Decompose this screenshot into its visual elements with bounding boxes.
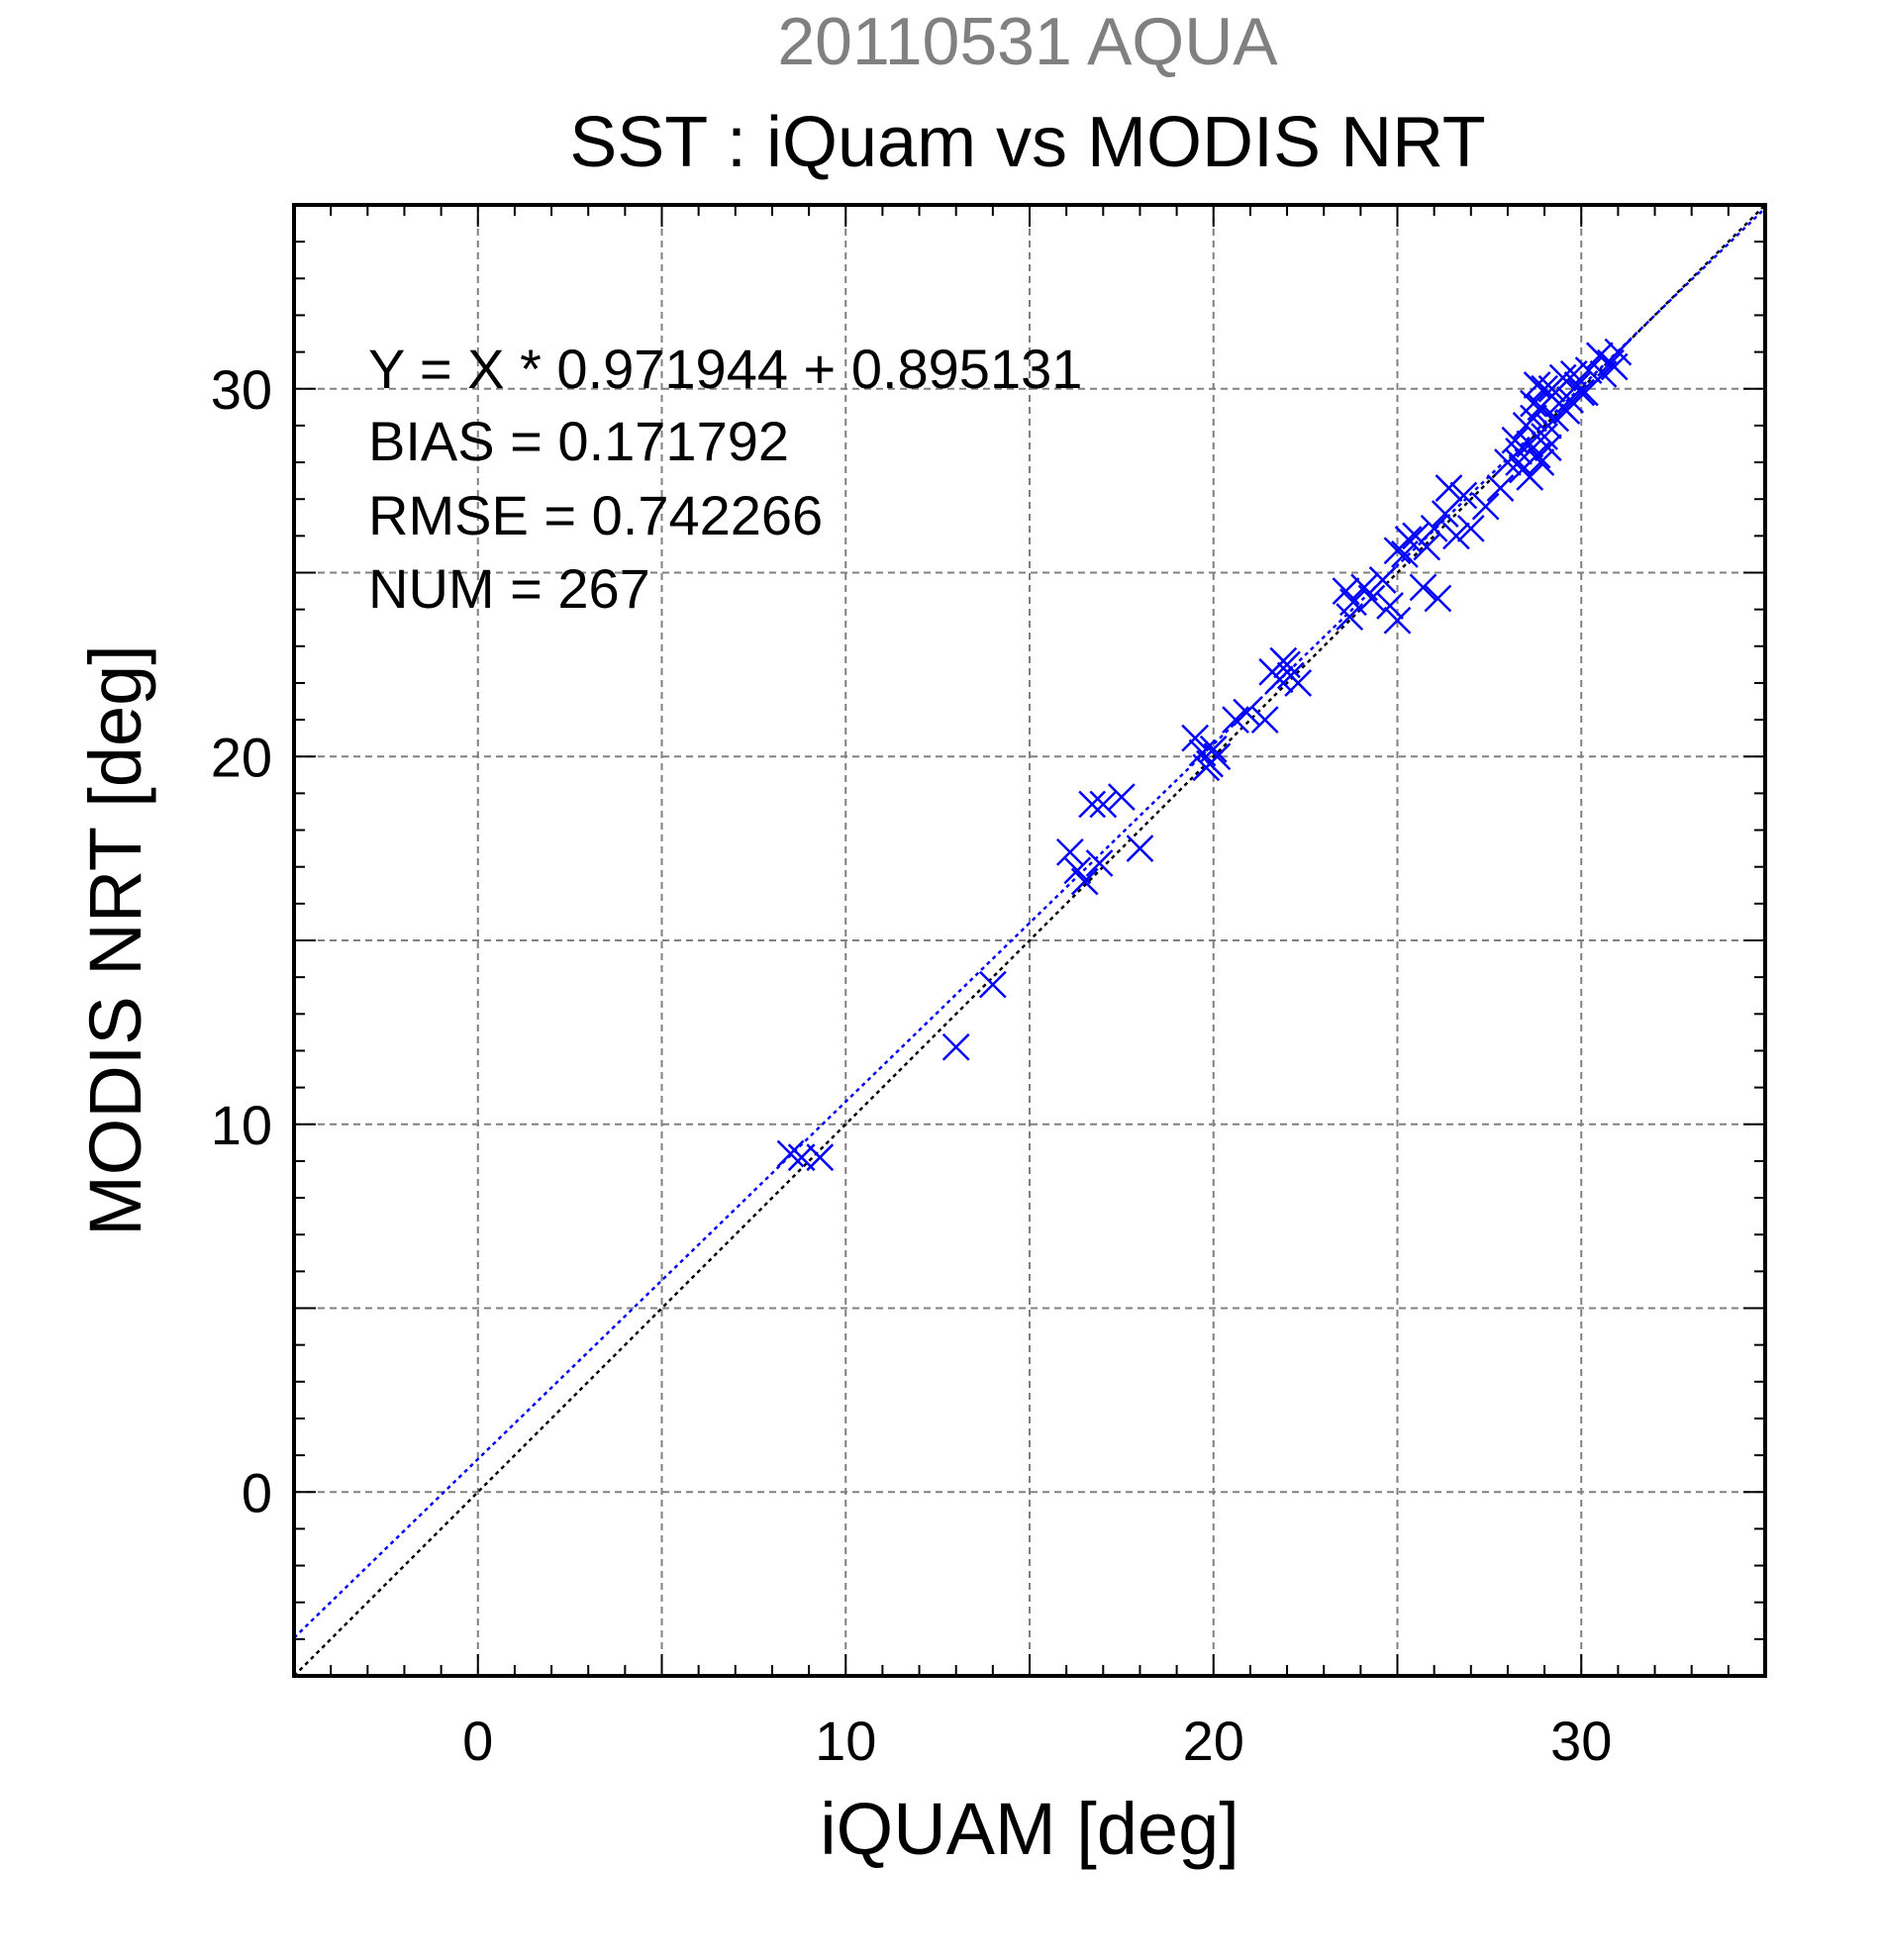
data-point xyxy=(1250,706,1279,734)
data-point xyxy=(1435,474,1463,502)
x-axis-label: iQUAM [deg] xyxy=(820,1788,1239,1870)
num-text: NUM = 267 xyxy=(368,557,650,620)
data-point xyxy=(1181,724,1210,752)
data-point xyxy=(1357,584,1386,613)
data-point xyxy=(1420,515,1448,542)
data-point xyxy=(1126,834,1154,863)
data-point xyxy=(1085,849,1114,877)
data-point xyxy=(1520,389,1547,418)
data-point xyxy=(941,1032,970,1061)
data-point xyxy=(1409,573,1437,602)
data-point xyxy=(1471,492,1500,521)
data-point xyxy=(1284,669,1313,697)
data-point xyxy=(1541,404,1570,433)
data-point xyxy=(1233,698,1261,727)
data-point xyxy=(1055,837,1084,866)
y-tick-label: 30 xyxy=(211,358,272,421)
bias-text: BIAS = 0.171792 xyxy=(368,410,789,472)
data-points xyxy=(776,338,1633,1172)
data-point xyxy=(806,1143,835,1172)
data-point xyxy=(1600,352,1629,381)
x-tick-label: 10 xyxy=(815,1710,876,1772)
rmse-text: RMSE = 0.742266 xyxy=(368,484,823,546)
regression-line xyxy=(294,207,1765,1639)
data-point xyxy=(1505,448,1533,476)
data-point xyxy=(1486,474,1515,502)
y-tick-label: 0 xyxy=(242,1461,272,1523)
data-point xyxy=(1449,481,1478,510)
chart-supertitle: 20110531 AQUA xyxy=(777,4,1278,79)
data-point xyxy=(1571,378,1599,407)
data-point xyxy=(1192,753,1221,782)
data-point xyxy=(776,1139,805,1168)
stats-annotation: Y = X * 0.971944 + 0.895131 BIAS = 0.171… xyxy=(368,338,1082,620)
data-point xyxy=(1567,378,1596,407)
data-point xyxy=(1070,867,1099,896)
reference-lines xyxy=(294,205,1765,1676)
data-point xyxy=(1424,584,1452,613)
y-tick-label: 20 xyxy=(211,726,272,788)
regression-equation: Y = X * 0.971944 + 0.895131 xyxy=(368,338,1082,400)
data-point xyxy=(1442,522,1470,550)
x-tick-label: 20 xyxy=(1183,1710,1244,1772)
grid xyxy=(294,205,1765,1676)
data-point xyxy=(1376,592,1404,620)
data-point xyxy=(1199,735,1228,763)
x-tick-label: 30 xyxy=(1550,1710,1612,1772)
x-tick-label: 0 xyxy=(462,1710,493,1772)
identity-line xyxy=(294,205,1765,1676)
chart-title: SST : iQuam vs MODIS NRT xyxy=(569,103,1486,182)
data-point xyxy=(1516,463,1544,491)
data-point xyxy=(1505,438,1533,465)
y-axis-label: MODIS NRT [deg] xyxy=(74,644,156,1236)
tick-labels: 0 10 20 30 0 10 20 30 xyxy=(211,358,1613,1772)
data-point xyxy=(1531,423,1558,450)
plot-frame xyxy=(292,203,1767,1678)
data-point xyxy=(1527,448,1555,476)
y-tick-label: 10 xyxy=(211,1094,272,1156)
data-point xyxy=(1269,646,1298,675)
data-point xyxy=(1534,434,1562,462)
data-point xyxy=(1548,363,1577,392)
data-point xyxy=(1368,566,1397,594)
data-point xyxy=(1265,665,1294,694)
data-point xyxy=(1413,533,1441,561)
data-point xyxy=(1456,515,1485,542)
data-point xyxy=(1383,606,1412,635)
data-point xyxy=(1078,790,1107,819)
data-point xyxy=(1107,783,1136,811)
data-point xyxy=(1383,537,1412,565)
data-point xyxy=(978,970,1007,999)
data-point xyxy=(1336,603,1364,631)
data-point xyxy=(1089,790,1118,819)
